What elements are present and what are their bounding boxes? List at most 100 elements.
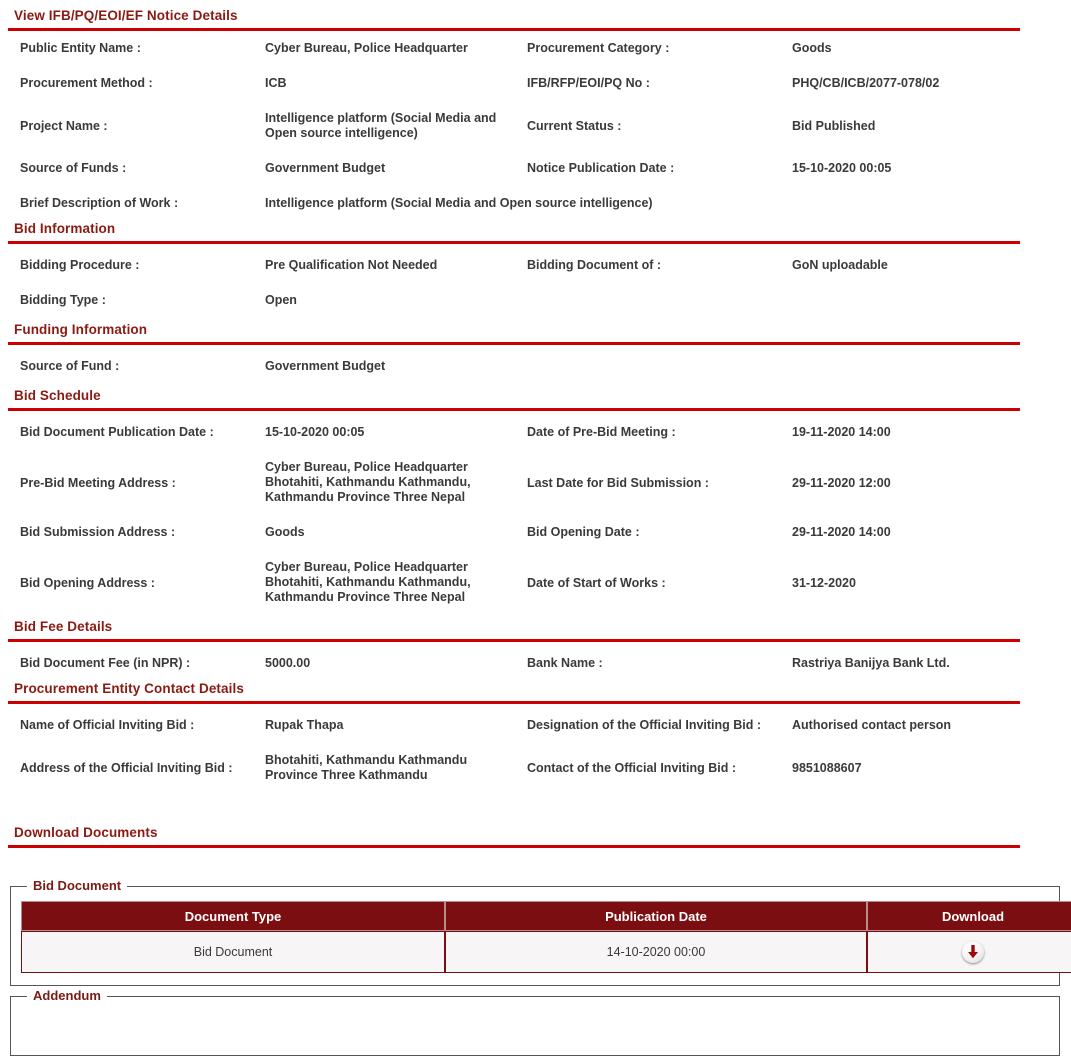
- field-value: Cyber Bureau, Police Headquarter Bhotahi…: [265, 560, 471, 604]
- field-label: Date of Start of Works :: [527, 576, 666, 590]
- detail-row: Procurement Method : ICB IFB/RFP/EOI/PQ …: [0, 76, 1071, 91]
- bid-document-fieldset: Bid Document Document Type Publication D…: [10, 878, 1071, 986]
- field-label: Bid Submission Address :: [20, 525, 176, 539]
- field-label: Last Date for Bid Submission :: [527, 476, 709, 490]
- field-value: Rastriya Banijya Bank Ltd.: [792, 656, 950, 670]
- field-label: Source of Fund :: [20, 359, 120, 373]
- bid-schedule-rows: Bid Document Publication Date : 15-10-20…: [0, 411, 1071, 619]
- field-value: Authorised contact person: [792, 718, 952, 732]
- field-value: Intelligence platform (Social Media and …: [265, 111, 497, 140]
- field-label: Contact of the Official Inviting Bid :: [527, 761, 737, 775]
- field-value: 15-10-2020 00:05: [265, 425, 365, 439]
- detail-row: Project Name : Intelligence platform (So…: [0, 111, 1071, 141]
- download-arrow-icon[interactable]: [962, 941, 984, 963]
- field-value: 29-11-2020 14:00: [792, 525, 891, 539]
- field-value: Goods: [792, 41, 832, 55]
- field-label: Bid Opening Address :: [20, 576, 155, 590]
- section-divider: [8, 845, 1020, 848]
- field-value: PHQ/CB/ICB/2077-078/02: [792, 76, 940, 90]
- detail-row: Pre-Bid Meeting Address : Cyber Bureau, …: [0, 460, 1071, 505]
- field-label: Procurement Category :: [527, 41, 670, 55]
- field-value: Pre Qualification Not Needed: [265, 258, 438, 272]
- field-value: Bid Published: [792, 119, 876, 133]
- detail-row: Bid Submission Address : Goods Bid Openi…: [0, 525, 1071, 540]
- field-label: Notice Publication Date :: [527, 161, 675, 175]
- field-value: 31-12-2020: [792, 576, 856, 590]
- field-value: 19-11-2020 14:00: [792, 425, 891, 439]
- column-header-document-type: Document Type: [21, 901, 445, 931]
- section-divider: [8, 408, 1020, 411]
- field-value: Cyber Bureau, Police Headquarter: [265, 41, 468, 55]
- field-value: 5000.00: [265, 656, 311, 670]
- cell-publication-date: 14-10-2020 00:00: [445, 931, 867, 973]
- field-label: Pre-Bid Meeting Address :: [20, 476, 176, 490]
- detail-row: Name of Official Inviting Bid : Rupak Th…: [0, 718, 1071, 733]
- field-label: Bid Document Publication Date :: [20, 425, 214, 439]
- section-heading-contact-details: Procurement Entity Contact Details: [14, 681, 244, 696]
- funding-information-rows: Source of Fund : Government Budget: [0, 345, 1071, 388]
- section-heading-bid-schedule: Bid Schedule: [14, 388, 101, 403]
- detail-row: Address of the Official Inviting Bid : B…: [0, 753, 1071, 783]
- field-value: Open: [265, 293, 297, 307]
- field-value: 29-11-2020 12:00: [792, 476, 891, 490]
- table-header-row: Document Type Publication Date Download: [21, 901, 1071, 931]
- field-label: Address of the Official Inviting Bid :: [20, 761, 233, 775]
- cell-document-type: Bid Document: [21, 931, 445, 973]
- field-value: Cyber Bureau, Police Headquarter Bhotahi…: [265, 460, 471, 504]
- table-row: Bid Document 14-10-2020 00:00: [21, 931, 1071, 973]
- detail-row: Source of Funds : Government Budget Noti…: [0, 161, 1071, 176]
- bid-document-table: Document Type Publication Date Download …: [21, 901, 1071, 973]
- field-label: Public Entity Name :: [20, 41, 141, 55]
- detail-row-wide: Brief Description of Work : Intelligence…: [0, 196, 1071, 211]
- field-label: Bid Opening Date :: [527, 525, 640, 539]
- field-label: Designation of the Official Inviting Bid…: [527, 718, 762, 732]
- detail-row: Bid Document Publication Date : 15-10-20…: [0, 425, 1071, 440]
- notice-details-rows: Public Entity Name : Cyber Bureau, Polic…: [0, 31, 1071, 221]
- field-label: Current Status :: [527, 119, 622, 133]
- addendum-fieldset: Addendum: [10, 988, 1060, 1056]
- column-header-download: Download: [867, 901, 1071, 931]
- bid-fee-details-rows: Bid Document Fee (in NPR) : 5000.00 Bank…: [0, 642, 1071, 681]
- field-value: Government Budget: [265, 161, 386, 175]
- detail-row: Source of Fund : Government Budget: [0, 359, 1071, 374]
- contact-details-rows: Name of Official Inviting Bid : Rupak Th…: [0, 704, 1071, 783]
- field-label: Bidding Procedure :: [20, 258, 140, 272]
- field-label: Project Name :: [20, 119, 108, 133]
- field-value: Rupak Thapa: [265, 718, 344, 732]
- page-title: View IFB/PQ/EOI/EF Notice Details: [14, 8, 238, 23]
- field-value: ICB: [265, 76, 287, 90]
- bid-information-rows: Bidding Procedure : Pre Qualification No…: [0, 244, 1071, 322]
- detail-row: Bidding Procedure : Pre Qualification No…: [0, 258, 1071, 273]
- detail-row: Bid Document Fee (in NPR) : 5000.00 Bank…: [0, 656, 1071, 671]
- cell-download: [867, 931, 1071, 973]
- field-label: Bid Document Fee (in NPR) :: [20, 656, 191, 670]
- field-label: Bank Name :: [527, 656, 603, 670]
- section-heading-bid-information: Bid Information: [14, 221, 116, 236]
- detail-row: Bid Opening Address : Cyber Bureau, Poli…: [0, 560, 1071, 605]
- field-value: 15-10-2020 00:05: [792, 161, 892, 175]
- section-divider: [8, 342, 1020, 345]
- detail-row: Bidding Type : Open: [0, 293, 1071, 308]
- field-label: Bidding Type :: [20, 293, 106, 307]
- field-label: Source of Funds :: [20, 161, 127, 175]
- field-value: Bhotahiti, Kathmandu Kathmandu Province …: [265, 753, 468, 782]
- section-heading-download-documents: Download Documents: [14, 825, 158, 840]
- column-header-publication-date: Publication Date: [445, 901, 867, 931]
- section-heading-bid-fee-details: Bid Fee Details: [14, 619, 113, 634]
- field-label: IFB/RFP/EOI/PQ No :: [527, 76, 650, 90]
- bid-document-legend: Bid Document: [27, 878, 128, 894]
- addendum-legend: Addendum: [27, 988, 107, 1004]
- field-label: Name of Official Inviting Bid :: [20, 718, 195, 732]
- field-label: Bidding Document of :: [527, 258, 662, 272]
- notice-details-page: View IFB/PQ/EOI/EF Notice Details Public…: [0, 8, 1071, 1056]
- field-value: Goods: [265, 525, 305, 539]
- field-value: GoN uploadable: [792, 258, 888, 272]
- detail-row: Public Entity Name : Cyber Bureau, Polic…: [0, 41, 1071, 56]
- title-divider: [8, 28, 1020, 31]
- field-label: Brief Description of Work :: [20, 196, 179, 210]
- section-divider: [8, 639, 1020, 642]
- section-divider: [8, 701, 1020, 704]
- field-label: Date of Pre-Bid Meeting :: [527, 425, 676, 439]
- field-label: Procurement Method :: [20, 76, 153, 90]
- field-value: 9851088607: [792, 761, 862, 775]
